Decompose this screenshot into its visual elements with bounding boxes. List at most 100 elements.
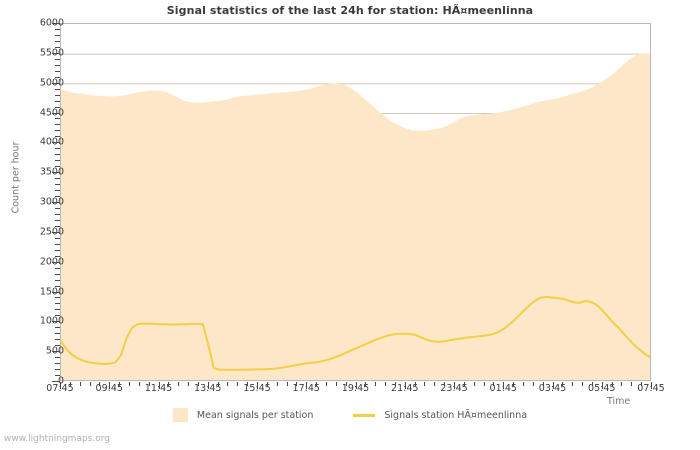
- x-axis-minor-tick: [582, 382, 583, 386]
- x-axis-tick-label: 21:45: [391, 383, 418, 394]
- x-axis-minor-tick: [612, 382, 613, 386]
- x-axis-minor-tick: [424, 382, 425, 386]
- x-axis-minor-tick: [149, 382, 150, 386]
- x-axis-minor-tick: [80, 382, 81, 386]
- x-axis-minor-tick: [523, 382, 524, 386]
- x-axis-minor-tick: [316, 382, 317, 386]
- x-axis-minor-tick: [326, 382, 327, 386]
- x-axis-tick-label: 03:45: [539, 383, 566, 394]
- x-axis-minor-tick: [188, 382, 189, 386]
- y-axis-minor-tick: [55, 95, 60, 96]
- y-axis-minor-tick: [55, 160, 60, 161]
- x-axis-minor-tick: [484, 382, 485, 386]
- y-axis-minor-tick: [55, 184, 60, 185]
- x-axis-minor-tick: [336, 382, 337, 386]
- x-axis-major-tick: [60, 382, 61, 389]
- y-axis-minor-tick: [55, 369, 60, 370]
- x-axis-major-tick: [602, 382, 603, 389]
- x-axis-minor-tick: [444, 382, 445, 386]
- y-axis-tick-label: 1000: [39, 315, 64, 327]
- y-axis-minor-tick: [55, 256, 60, 257]
- x-axis-major-tick: [454, 382, 455, 389]
- y-axis-minor-tick: [55, 363, 60, 364]
- x-axis-minor-tick: [277, 382, 278, 386]
- x-axis-tick-label: 13:45: [194, 383, 221, 394]
- x-axis-minor-tick: [621, 382, 622, 386]
- x-axis-minor-tick: [474, 382, 475, 386]
- x-axis-minor-tick: [198, 382, 199, 386]
- x-axis-minor-tick: [168, 382, 169, 386]
- x-axis-minor-tick: [99, 382, 100, 386]
- x-axis-minor-tick: [129, 382, 130, 386]
- x-axis-minor-tick: [375, 382, 376, 386]
- y-axis-minor-tick: [55, 345, 60, 346]
- y-axis-minor-tick: [55, 148, 60, 149]
- x-axis-major-tick: [159, 382, 160, 389]
- legend-item-mean: Mean signals per station: [172, 408, 313, 422]
- x-axis-major-tick: [306, 382, 307, 389]
- x-axis-minor-tick: [237, 382, 238, 386]
- x-axis-minor-tick: [365, 382, 366, 386]
- chart-legend: Mean signals per station Signals station…: [0, 408, 700, 422]
- y-axis-minor-tick: [55, 250, 60, 251]
- y-axis-minor-tick: [55, 226, 60, 227]
- y-axis-minor-tick: [55, 333, 60, 334]
- x-axis-minor-tick: [395, 382, 396, 386]
- y-axis-major-tick: [52, 202, 60, 203]
- y-axis-major-tick: [52, 172, 60, 173]
- y-axis-minor-tick: [55, 339, 60, 340]
- y-axis-minor-tick: [55, 286, 60, 287]
- x-axis-minor-tick: [641, 382, 642, 386]
- y-axis-major-tick: [52, 262, 60, 263]
- x-axis-minor-tick: [385, 382, 386, 386]
- x-axis-minor-tick: [572, 382, 573, 386]
- x-axis-major-tick: [109, 382, 110, 389]
- y-axis-tick-label: 4000: [39, 136, 64, 148]
- x-axis-major-tick: [257, 382, 258, 389]
- x-axis-minor-tick: [218, 382, 219, 386]
- y-axis-minor-tick: [55, 130, 60, 131]
- x-axis-minor-tick: [119, 382, 120, 386]
- y-axis-major-tick: [52, 83, 60, 84]
- chart-title: Signal statistics of the last 24h for st…: [166, 4, 534, 17]
- y-axis-major-tick: [52, 232, 60, 233]
- x-axis-minor-tick: [227, 382, 228, 386]
- y-axis-tick-label: 3000: [39, 196, 64, 208]
- x-axis-title: Time: [607, 396, 631, 407]
- y-axis-minor-tick: [55, 101, 60, 102]
- x-axis-major-tick: [503, 382, 504, 389]
- y-axis-tick-label: 6000: [39, 17, 64, 29]
- x-axis-minor-tick: [592, 382, 593, 386]
- y-axis-major-tick: [52, 23, 60, 24]
- x-axis-tick-label: 05:45: [588, 383, 615, 394]
- y-axis-title: Count per hour: [10, 141, 22, 214]
- y-axis-minor-tick: [55, 166, 60, 167]
- y-axis-minor-tick: [55, 35, 60, 36]
- y-axis-major-tick: [52, 292, 60, 293]
- y-axis-minor-tick: [55, 47, 60, 48]
- legend-label-station: Signals station HÃ¤meenlinna: [384, 409, 528, 421]
- y-axis-major-tick: [52, 351, 60, 352]
- y-axis-minor-tick: [55, 41, 60, 42]
- y-axis-minor-tick: [55, 107, 60, 108]
- x-axis-minor-tick: [296, 382, 297, 386]
- y-axis-minor-tick: [55, 244, 60, 245]
- line-series-station-signals: [61, 297, 650, 370]
- y-axis-major-tick: [52, 142, 60, 143]
- area-series-mean-signals: [61, 53, 650, 380]
- x-axis-major-tick: [553, 382, 554, 389]
- x-axis-major-tick: [356, 382, 357, 389]
- x-axis-tick-label: 11:45: [145, 383, 172, 394]
- y-axis-minor-tick: [55, 238, 60, 239]
- y-axis-tick-label: 4500: [8, 107, 64, 118]
- x-axis-minor-tick: [415, 382, 416, 386]
- x-axis-minor-tick: [533, 382, 534, 386]
- y-axis-minor-tick: [55, 327, 60, 328]
- y-axis-tick-label: 2500: [39, 226, 64, 238]
- series-layer: [61, 53, 650, 380]
- y-axis-minor-tick: [55, 297, 60, 298]
- plot-area: [60, 23, 651, 381]
- y-axis-major-tick: [52, 381, 60, 382]
- legend-item-station: Signals station HÃ¤meenlinna: [353, 410, 527, 421]
